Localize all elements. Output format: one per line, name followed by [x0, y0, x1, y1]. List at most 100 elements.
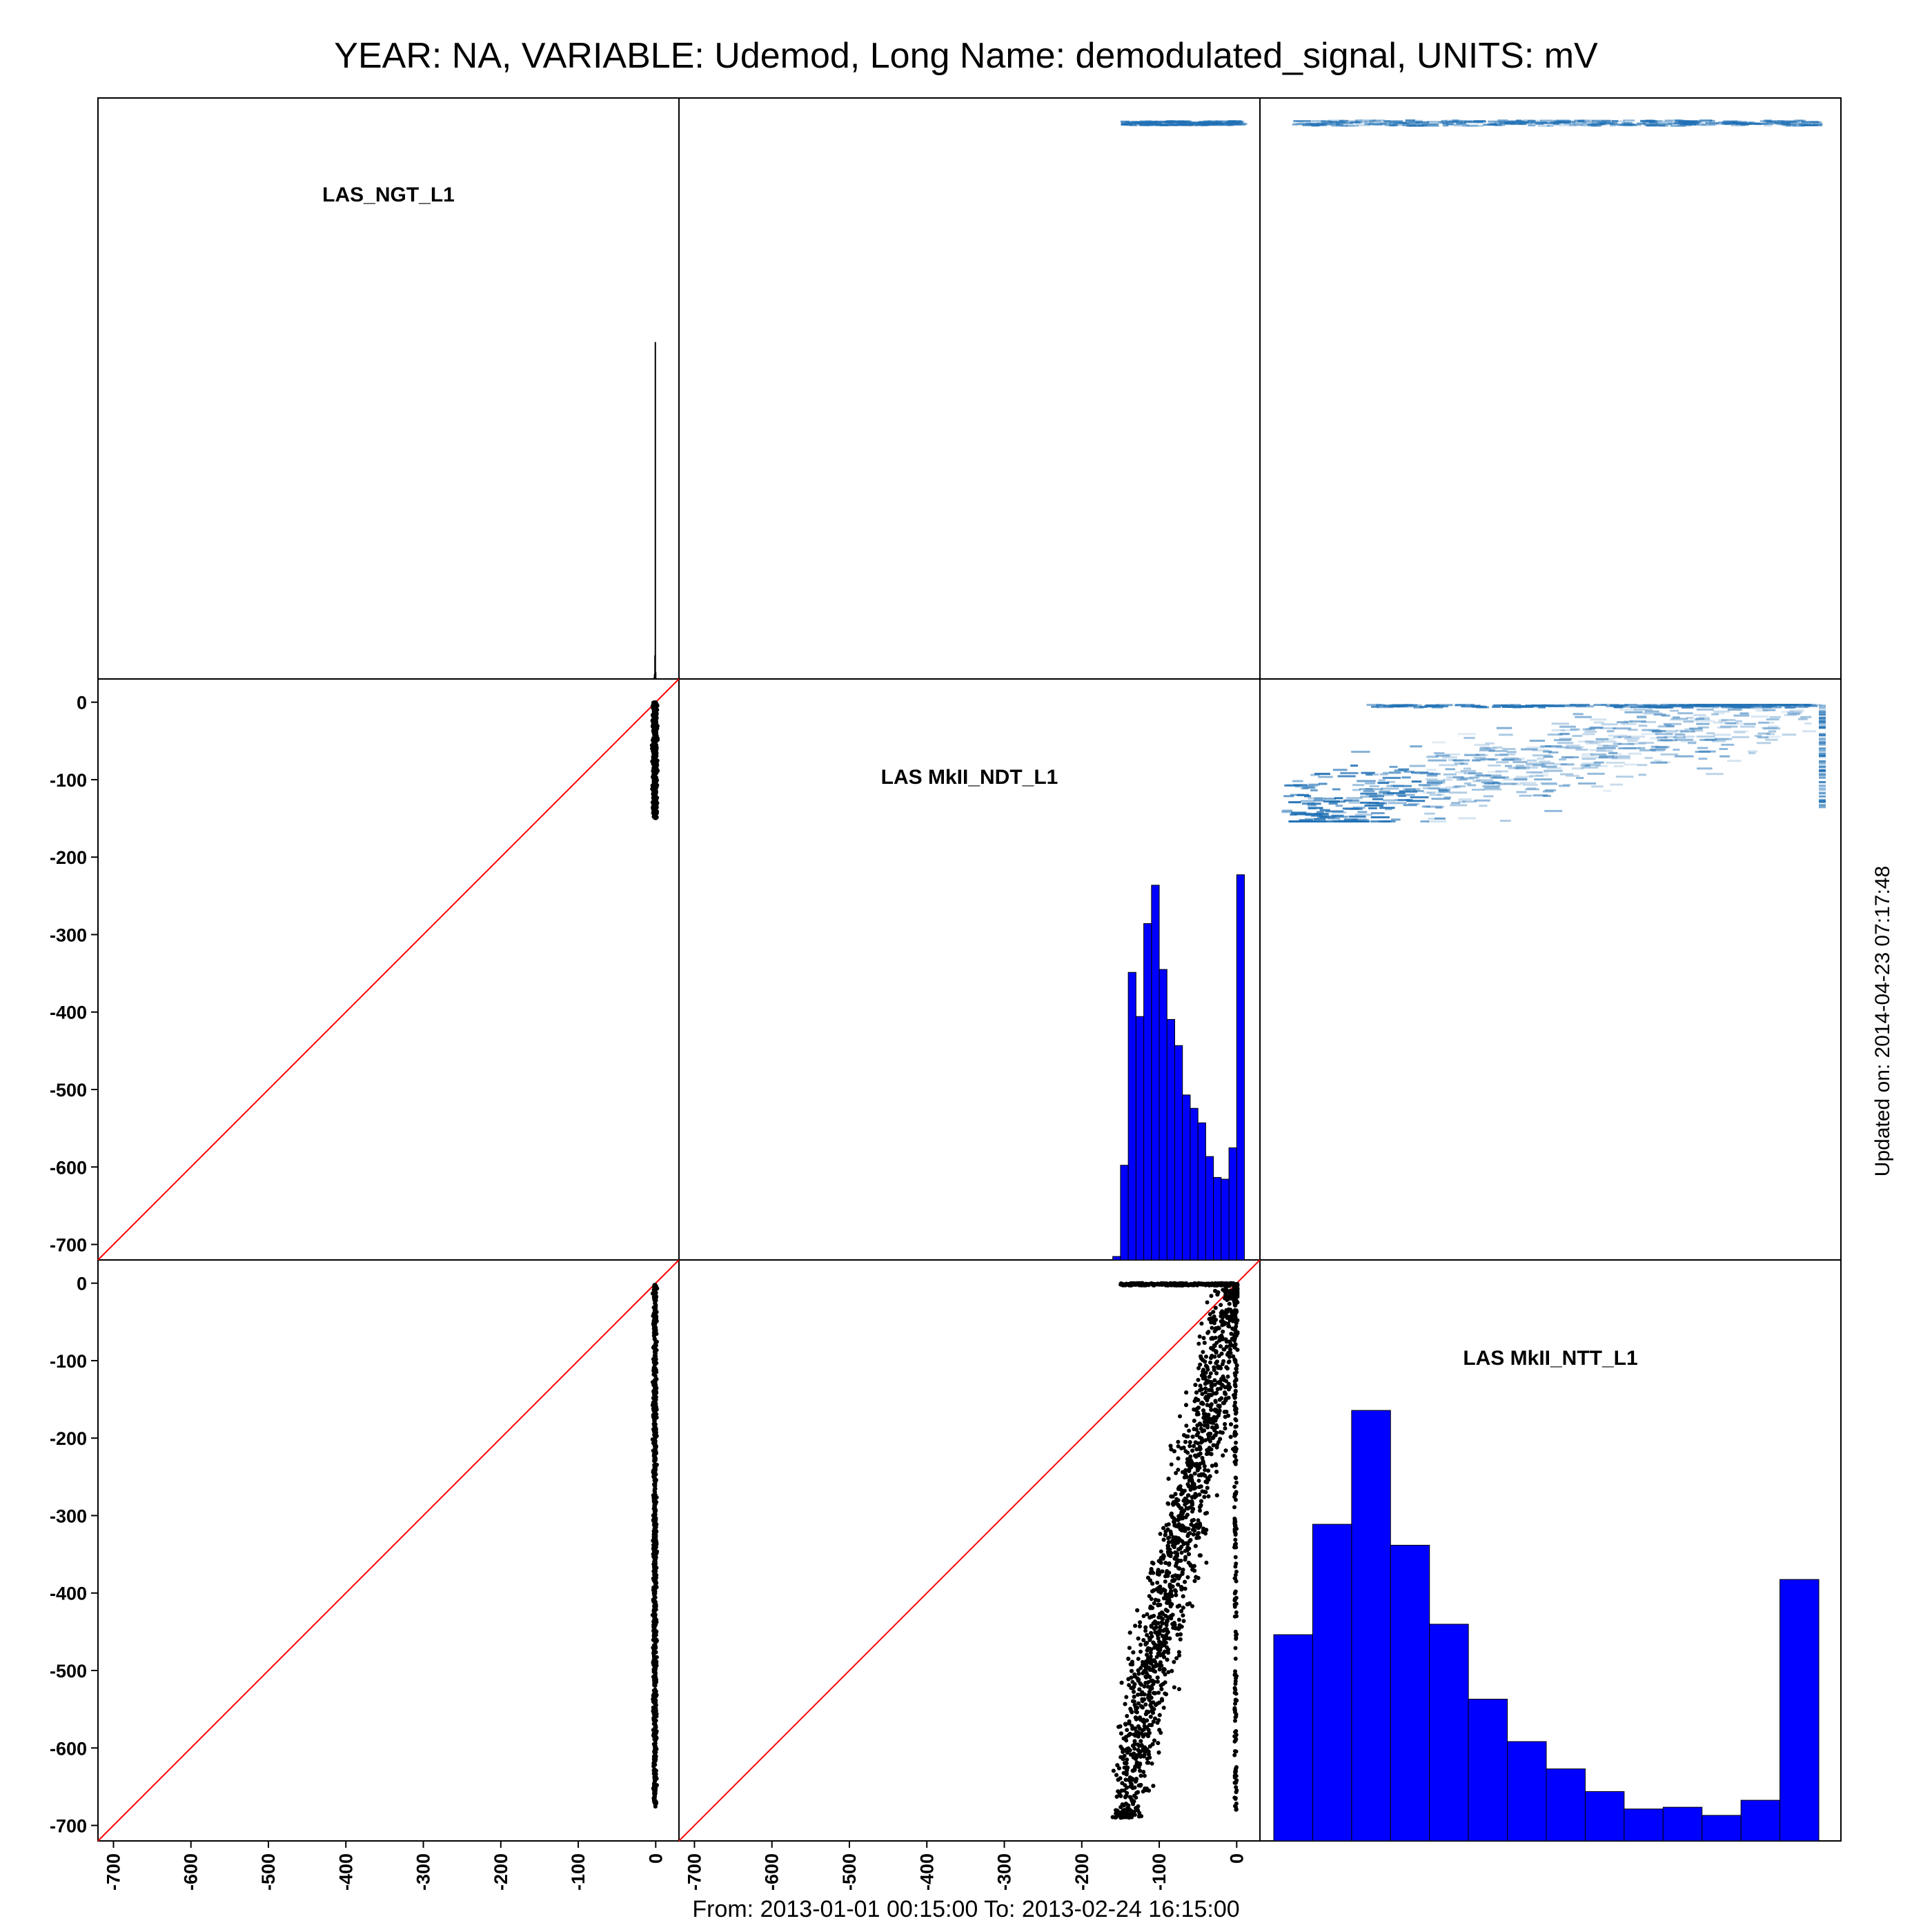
hist-bar-2-9: [1182, 1094, 1191, 1261]
scatter-point: [1202, 1423, 1207, 1428]
scatter-point: [1233, 1388, 1238, 1393]
scatter-point: [1154, 1587, 1159, 1592]
scatter-point: [1128, 1784, 1133, 1789]
density-cell: [1618, 747, 1637, 749]
scatter-point: [1181, 1446, 1186, 1450]
scatter-point: [1145, 1756, 1150, 1761]
scatter-point: [1198, 1461, 1203, 1466]
scatter-point: [651, 778, 656, 783]
scatter-point: [1170, 1584, 1175, 1589]
scatter-point: [653, 1599, 658, 1604]
scatter-point: [1225, 1374, 1230, 1379]
scatter-point: [1146, 1788, 1151, 1793]
scatter-point: [1222, 1322, 1227, 1327]
density-cell: [1441, 119, 1448, 122]
scatter-point: [1218, 1386, 1223, 1391]
scatter-point: [1157, 1728, 1162, 1733]
scatter-point: [1233, 1408, 1238, 1412]
density-cell: [1706, 773, 1724, 776]
scatter-point: [654, 1617, 659, 1622]
scatter-point: [1192, 1471, 1197, 1476]
density-cell: [1640, 120, 1657, 123]
scatter-point: [1166, 1536, 1171, 1541]
hist-bar-2-7: [1166, 1018, 1176, 1261]
scatter-point: [1194, 1493, 1199, 1498]
scatter-point: [1165, 1596, 1170, 1601]
scatter-point: [1166, 1650, 1171, 1655]
density-cell: [1461, 124, 1479, 127]
density-cell: [1782, 733, 1797, 736]
scatter-point: [1154, 1625, 1159, 1630]
scatter-point: [1136, 1734, 1141, 1739]
scatter-point: [1198, 1362, 1203, 1367]
scatter-point: [1185, 1482, 1190, 1487]
scatter-point: [1170, 1543, 1175, 1548]
scatter-point: [1233, 1702, 1238, 1706]
scatter-point: [1223, 1426, 1228, 1431]
scatter-point: [1174, 1283, 1179, 1288]
scatter-point: [652, 1545, 657, 1550]
scatter-point: [1234, 1324, 1239, 1329]
scatter-point: [1134, 1806, 1138, 1811]
scatter-point: [1233, 1795, 1238, 1800]
density-cell: [1348, 801, 1367, 804]
scatter-point: [1213, 1399, 1218, 1403]
scatter-point: [651, 1396, 656, 1401]
scatter-point: [1228, 1289, 1232, 1294]
scatter-point: [1143, 1702, 1148, 1707]
scatter-point: [1190, 1567, 1195, 1572]
density-cell: [1668, 122, 1677, 125]
scatter-point: [651, 712, 656, 717]
scatter-point: [1145, 1673, 1150, 1677]
density-cell: [1574, 123, 1592, 126]
density-cell: [1801, 124, 1818, 126]
scatter-point: [1224, 1344, 1229, 1349]
density-cell: [1123, 123, 1132, 126]
scatter-point: [1207, 1374, 1212, 1379]
density-cell: [1167, 122, 1178, 125]
density-cell: [1748, 752, 1756, 755]
scatter-point: [1228, 1339, 1232, 1344]
scatter-point: [1210, 1436, 1214, 1441]
density-cell: [1521, 748, 1538, 751]
scatter-point: [1153, 1630, 1158, 1635]
scatter-point: [1212, 1378, 1217, 1383]
scatter-point: [1181, 1619, 1186, 1624]
density-cell: [1164, 121, 1176, 124]
density-cell: [1454, 762, 1464, 765]
scatter-point: [1132, 1689, 1136, 1694]
scatter-point: [1152, 1642, 1156, 1646]
scatter-point: [1233, 1629, 1238, 1634]
scatter-point: [1128, 1808, 1133, 1813]
x-tick-label-c0--600: -600: [181, 1853, 201, 1891]
density-cell: [1696, 735, 1715, 738]
scatter-point: [1128, 1752, 1133, 1757]
scatter-point: [1234, 1637, 1239, 1642]
scatter-point: [1150, 1581, 1155, 1586]
density-cell: [1330, 121, 1346, 124]
density-cell: [1437, 121, 1446, 124]
density-cell: [1412, 789, 1424, 792]
density-cell: [1526, 787, 1537, 790]
density-cell: [1636, 122, 1646, 125]
density-cell: [1532, 764, 1547, 767]
scatter-point: [1180, 1526, 1185, 1531]
scatter-point: [1123, 1794, 1128, 1799]
footer-date-range: From: 2013-01-01 00:15:00 To: 2013-02-24…: [692, 1896, 1239, 1922]
scatter-point: [1160, 1634, 1165, 1639]
scatter-point: [1115, 1763, 1120, 1768]
density-cell: [1368, 120, 1381, 123]
density-cell: [1529, 740, 1546, 742]
scatter-point: [1192, 1419, 1196, 1423]
scatter-point: [653, 1416, 658, 1421]
scatter-point: [1156, 1741, 1161, 1746]
scatter-point: [1168, 1443, 1173, 1448]
scatter-point: [653, 1628, 658, 1633]
density-cell: [1592, 119, 1611, 122]
scatter-point: [651, 1313, 656, 1318]
scatter-point: [653, 1802, 658, 1807]
scatter-point: [1234, 1790, 1239, 1795]
scatter-point: [1170, 1621, 1175, 1626]
scatter-point: [1141, 1748, 1145, 1753]
scatter-point: [1176, 1650, 1181, 1655]
